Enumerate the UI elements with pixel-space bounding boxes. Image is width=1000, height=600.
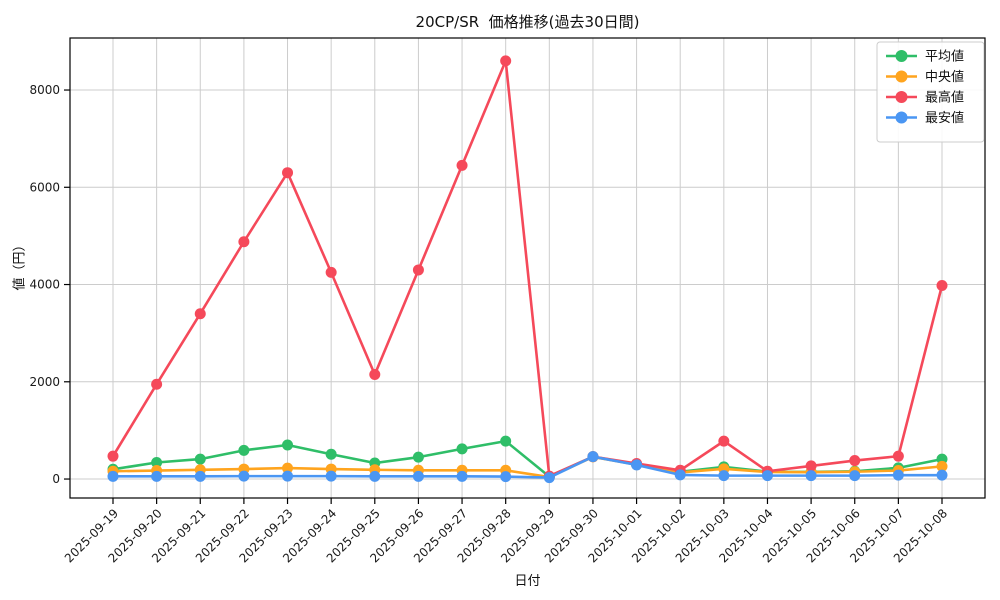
data-point (718, 470, 730, 482)
data-point (282, 167, 294, 179)
data-point (500, 471, 512, 483)
data-point (936, 280, 948, 292)
data-point (674, 469, 686, 481)
data-point (238, 470, 250, 482)
data-point (718, 435, 730, 447)
data-point (282, 439, 294, 451)
data-point (543, 472, 555, 484)
data-point (587, 451, 599, 463)
data-point (325, 266, 337, 278)
data-point (936, 469, 948, 481)
data-point (369, 368, 381, 380)
y-tick-label: 6000 (29, 180, 60, 194)
plot-border (69, 37, 986, 499)
data-point (456, 443, 468, 455)
data-point (194, 470, 206, 482)
data-point (282, 462, 294, 474)
data-point (107, 450, 119, 462)
data-point (194, 453, 206, 465)
data-point (805, 460, 817, 472)
series-line-1 (111, 455, 944, 479)
series-3 (107, 451, 948, 484)
data-point (936, 460, 948, 472)
data-point (805, 470, 817, 482)
data-point (892, 469, 904, 481)
data-point (412, 264, 424, 276)
x-axis-label: 日付 (514, 574, 541, 589)
data-point (500, 435, 512, 447)
series-line-2 (111, 59, 944, 478)
data-point (151, 378, 163, 390)
legend-label: 最高値 (925, 90, 964, 106)
legend-marker (895, 111, 908, 124)
data-point (282, 470, 294, 482)
data-point (412, 470, 424, 482)
data-point (238, 444, 250, 456)
data-point (325, 470, 337, 482)
legend-label: 最安値 (925, 110, 964, 126)
data-point (631, 459, 643, 471)
data-point (238, 236, 250, 248)
legend-label: 平均値 (925, 49, 964, 65)
data-point (456, 159, 468, 171)
data-point (107, 470, 119, 482)
axis-ticks-and-labels: 2025-09-192025-09-202025-09-212025-09-22… (29, 83, 950, 565)
y-tick-label: 4000 (29, 278, 60, 292)
series-line-3 (111, 455, 944, 479)
legend-marker (895, 70, 908, 83)
data-point (325, 448, 337, 460)
data-point (849, 455, 861, 467)
data-point (500, 55, 512, 67)
gridlines (70, 38, 985, 498)
chart-title: 20CP/SR 価格推移(過去30日間) (415, 13, 640, 31)
legend-marker (895, 91, 908, 103)
data-point (151, 470, 163, 482)
data-point (194, 308, 206, 320)
data-point (151, 457, 163, 469)
data-point (849, 470, 861, 482)
y-axis-label: 値（円） (12, 238, 28, 291)
data-point (412, 451, 424, 463)
legend-marker (895, 50, 908, 62)
data-point (456, 470, 468, 482)
series-2 (107, 55, 948, 482)
y-tick-label: 2000 (29, 375, 60, 389)
data-point (761, 470, 773, 482)
y-tick-label: 0 (52, 472, 60, 486)
data-point (369, 470, 381, 482)
data-point (892, 450, 904, 462)
y-tick-label: 8000 (29, 83, 60, 97)
legend-label: 中央値 (925, 69, 964, 85)
